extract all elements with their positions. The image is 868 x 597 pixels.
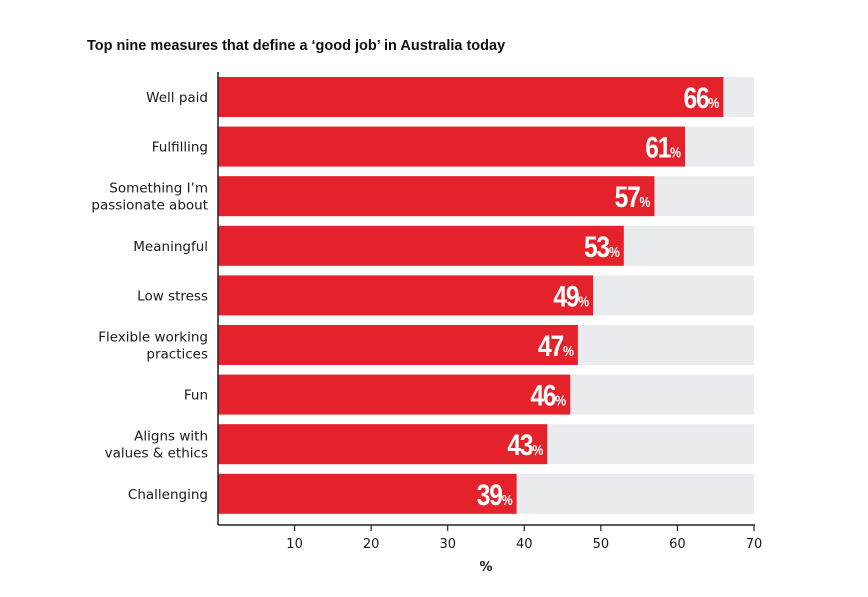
x-tick-label: 30: [439, 537, 456, 552]
x-tick-label: 70: [746, 537, 763, 552]
bar: [218, 275, 594, 316]
x-tick-label: 10: [286, 537, 303, 552]
category-label: Fulfilling: [152, 140, 208, 156]
x-axis-title: %: [479, 560, 492, 575]
bar: [218, 176, 655, 217]
bar: [218, 473, 517, 514]
bar: [218, 424, 548, 465]
data-label: 61%: [645, 130, 681, 164]
bar: [218, 126, 686, 167]
x-tick-label: 50: [593, 537, 610, 552]
category-label: Fun: [184, 388, 208, 404]
category-label: Flexible working: [98, 330, 208, 346]
data-label: 57%: [615, 180, 651, 214]
data-label: 39%: [477, 477, 513, 511]
category-label: practices: [146, 347, 208, 363]
category-label: Something I’m: [109, 181, 208, 197]
x-tick-label: 40: [516, 537, 533, 552]
x-tick-label: 20: [363, 537, 380, 552]
category-label: Well paid: [146, 90, 208, 106]
category-label: passionate about: [91, 198, 208, 214]
category-label: Aligns with: [134, 429, 208, 445]
data-label: 49%: [553, 279, 589, 313]
category-label: Low stress: [137, 288, 208, 304]
category-label: values & ethics: [105, 446, 208, 462]
bar: [218, 325, 578, 365]
x-tick-label: 60: [669, 537, 686, 552]
data-label: 43%: [507, 428, 543, 462]
data-label: 66%: [684, 81, 720, 115]
bar: [218, 77, 724, 117]
data-label: 47%: [538, 329, 574, 363]
category-label: Challenging: [128, 487, 208, 503]
chart-title: Top nine measures that define a ‘good jo…: [87, 38, 506, 54]
data-label: 53%: [584, 229, 620, 263]
category-label: Meaningful: [133, 239, 208, 255]
bar: [218, 374, 571, 415]
data-label: 46%: [530, 378, 566, 412]
bar: [218, 225, 624, 266]
